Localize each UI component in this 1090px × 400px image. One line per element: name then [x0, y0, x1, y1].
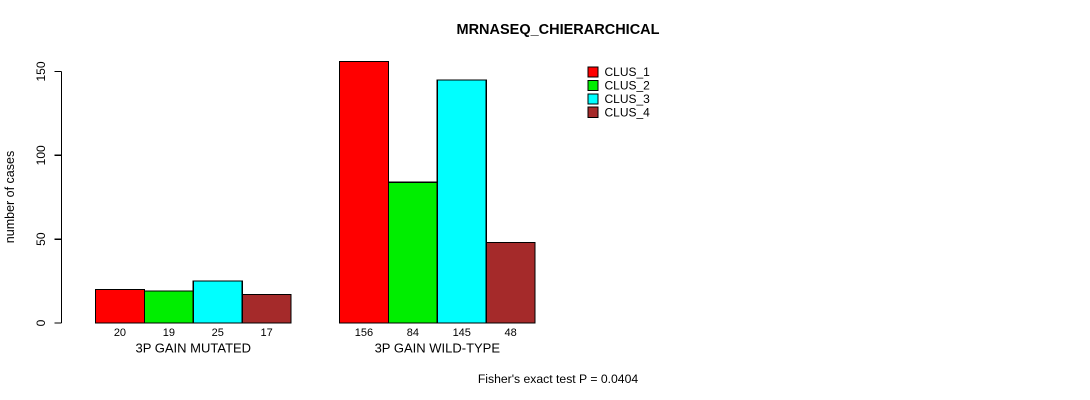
bar-value-label: 25	[212, 327, 224, 339]
chart-title: MRNASEQ_CHIERARCHICAL	[456, 22, 659, 38]
y-axis-title: number of cases	[3, 151, 17, 243]
bar-CLUS_4	[485, 241, 536, 324]
bar-value-label: 145	[453, 327, 471, 339]
legend-label: CLUS_4	[605, 105, 651, 119]
bar-CLUS_4	[241, 293, 292, 324]
legend-label: CLUS_2	[605, 79, 651, 93]
bar-value-label: 17	[261, 327, 273, 339]
legend-swatch-CLUS_3	[587, 93, 599, 105]
bar-value-label: 84	[407, 327, 419, 339]
bar-CLUS_2	[387, 181, 438, 324]
legend-label: CLUS_3	[605, 92, 651, 106]
bar-value-label: 156	[355, 327, 373, 339]
y-tick-label: 150	[34, 61, 48, 81]
legend-swatch-CLUS_4	[587, 106, 599, 118]
bar-value-label: 20	[114, 327, 126, 339]
annotation-fisher-test: Fisher's exact test P = 0.0404	[478, 372, 639, 386]
bar-CLUS_3	[436, 79, 487, 324]
bar-value-label: 19	[163, 327, 175, 339]
bar-CLUS_1	[94, 288, 146, 324]
category-label: 3P GAIN MUTATED	[136, 341, 252, 356]
y-tick-label: 100	[34, 145, 48, 165]
bar-value-label: 48	[505, 327, 517, 339]
legend-label: CLUS_1	[605, 65, 651, 79]
bar-CLUS_3	[192, 280, 243, 324]
category-label: 3P GAIN WILD-TYPE	[375, 341, 501, 356]
legend-swatch-CLUS_1	[587, 66, 599, 78]
legend-swatch-CLUS_2	[587, 79, 599, 92]
chart-plot-area: 0 50 100 150 20 19 25 17 3P GAIN MUTATED 156 84 145…	[34, 60, 651, 356]
bar-CLUS_2	[143, 290, 194, 324]
y-tick-label: 0	[34, 319, 48, 326]
bar-CLUS_1	[338, 60, 390, 324]
y-tick-label: 50	[34, 232, 48, 246]
